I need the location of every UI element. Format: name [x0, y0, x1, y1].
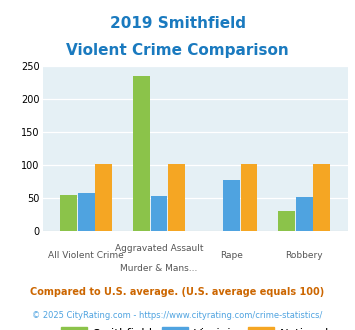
Bar [78, 193, 94, 231]
Bar [95, 164, 112, 231]
Bar [133, 76, 150, 231]
Bar [241, 164, 257, 231]
Text: Compared to U.S. average. (U.S. average equals 100): Compared to U.S. average. (U.S. average … [31, 287, 324, 297]
Legend: Smithfield, Virginia, National: Smithfield, Virginia, National [56, 323, 334, 330]
Bar [168, 164, 185, 231]
Bar [296, 197, 313, 231]
Bar [60, 195, 77, 231]
Text: Rape: Rape [220, 251, 243, 260]
Bar [278, 211, 295, 231]
Text: Aggravated Assault: Aggravated Assault [115, 244, 203, 253]
Text: © 2025 CityRating.com - https://www.cityrating.com/crime-statistics/: © 2025 CityRating.com - https://www.city… [32, 311, 323, 320]
Bar [151, 196, 167, 231]
Text: Violent Crime Comparison: Violent Crime Comparison [66, 43, 289, 58]
Text: 2019 Smithfield: 2019 Smithfield [109, 16, 246, 31]
Bar [223, 180, 240, 231]
Bar [313, 164, 330, 231]
Text: Robbery: Robbery [285, 251, 323, 260]
Text: All Violent Crime: All Violent Crime [48, 251, 124, 260]
Text: Murder & Mans...: Murder & Mans... [120, 264, 198, 273]
